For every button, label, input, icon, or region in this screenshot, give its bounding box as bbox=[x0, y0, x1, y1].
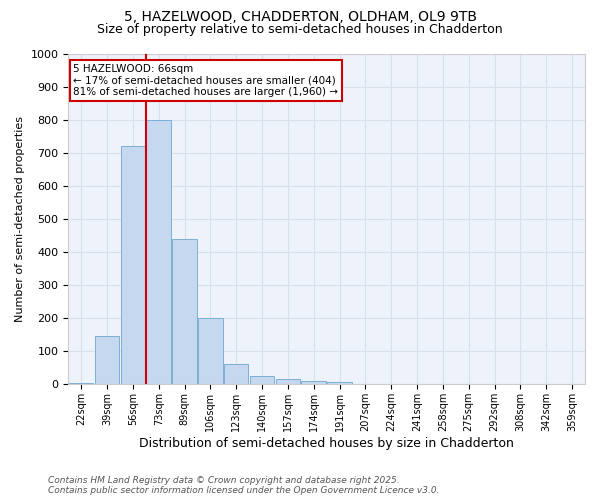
Y-axis label: Number of semi-detached properties: Number of semi-detached properties bbox=[15, 116, 25, 322]
Text: Size of property relative to semi-detached houses in Chadderton: Size of property relative to semi-detach… bbox=[97, 22, 503, 36]
Bar bbox=[275, 380, 300, 384]
Bar bbox=[95, 336, 119, 384]
Bar bbox=[224, 364, 248, 384]
Bar bbox=[327, 382, 352, 384]
Bar bbox=[301, 381, 326, 384]
Text: 5, HAZELWOOD, CHADDERTON, OLDHAM, OL9 9TB: 5, HAZELWOOD, CHADDERTON, OLDHAM, OL9 9T… bbox=[124, 10, 476, 24]
Bar bbox=[250, 376, 274, 384]
Text: Contains HM Land Registry data © Crown copyright and database right 2025.
Contai: Contains HM Land Registry data © Crown c… bbox=[48, 476, 439, 495]
Bar bbox=[121, 146, 145, 384]
X-axis label: Distribution of semi-detached houses by size in Chadderton: Distribution of semi-detached houses by … bbox=[139, 437, 514, 450]
Bar bbox=[198, 318, 223, 384]
Bar bbox=[146, 120, 171, 384]
Bar bbox=[172, 239, 197, 384]
Text: 5 HAZELWOOD: 66sqm
← 17% of semi-detached houses are smaller (404)
81% of semi-d: 5 HAZELWOOD: 66sqm ← 17% of semi-detache… bbox=[73, 64, 338, 97]
Bar bbox=[69, 382, 94, 384]
